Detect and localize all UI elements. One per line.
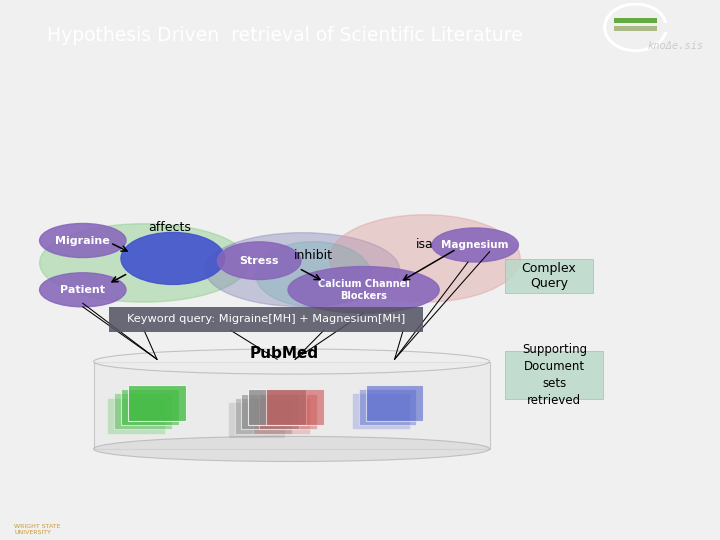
Bar: [259, 394, 317, 429]
Bar: [253, 398, 310, 434]
Bar: [248, 389, 306, 425]
Ellipse shape: [94, 349, 490, 374]
FancyBboxPatch shape: [614, 18, 657, 23]
Ellipse shape: [40, 224, 126, 258]
FancyBboxPatch shape: [109, 307, 423, 332]
Text: knoΔe.sis: knoΔe.sis: [648, 42, 704, 51]
Bar: [241, 394, 299, 429]
Text: Calcium Channel
Blockers: Calcium Channel Blockers: [318, 279, 410, 301]
Ellipse shape: [40, 224, 248, 302]
Text: Magnesium: Magnesium: [441, 240, 509, 250]
Ellipse shape: [205, 233, 400, 307]
Text: isa: isa: [416, 239, 433, 252]
Ellipse shape: [94, 436, 490, 462]
Ellipse shape: [329, 215, 520, 302]
FancyBboxPatch shape: [505, 351, 603, 399]
FancyBboxPatch shape: [614, 26, 657, 31]
Text: Stress: Stress: [240, 255, 279, 266]
Text: affects: affects: [148, 221, 191, 234]
Ellipse shape: [256, 241, 371, 307]
Text: Migraine: Migraine: [55, 235, 110, 246]
Text: Hypothesis Driven  retrieval of Scientific Literature: Hypothesis Driven retrieval of Scientifi…: [47, 25, 523, 45]
Ellipse shape: [432, 228, 518, 262]
Bar: [235, 398, 292, 434]
Text: WRIGHT STATE
UNIVERSITY: WRIGHT STATE UNIVERSITY: [14, 524, 61, 535]
Bar: [352, 394, 410, 429]
Bar: [128, 385, 186, 421]
Text: PubMed: PubMed: [250, 346, 319, 361]
Bar: [228, 402, 285, 438]
FancyBboxPatch shape: [505, 259, 593, 293]
Bar: [266, 389, 324, 425]
Bar: [121, 389, 179, 425]
Bar: [366, 385, 423, 421]
Bar: [359, 389, 416, 425]
Ellipse shape: [217, 242, 301, 280]
Text: Keyword query: Migraine[MH] + Magnesium[MH]: Keyword query: Migraine[MH] + Magnesium[…: [127, 314, 405, 325]
Bar: [114, 394, 172, 429]
Text: Patient: Patient: [60, 285, 105, 295]
Text: Supporting
Document
sets
retrieved: Supporting Document sets retrieved: [522, 343, 587, 407]
Ellipse shape: [288, 267, 439, 313]
Text: inhibit: inhibit: [294, 249, 333, 262]
Ellipse shape: [40, 273, 126, 307]
Bar: [107, 398, 165, 434]
Bar: [94, 362, 490, 449]
Ellipse shape: [121, 232, 225, 285]
Text: Complex
Query: Complex Query: [521, 262, 577, 291]
